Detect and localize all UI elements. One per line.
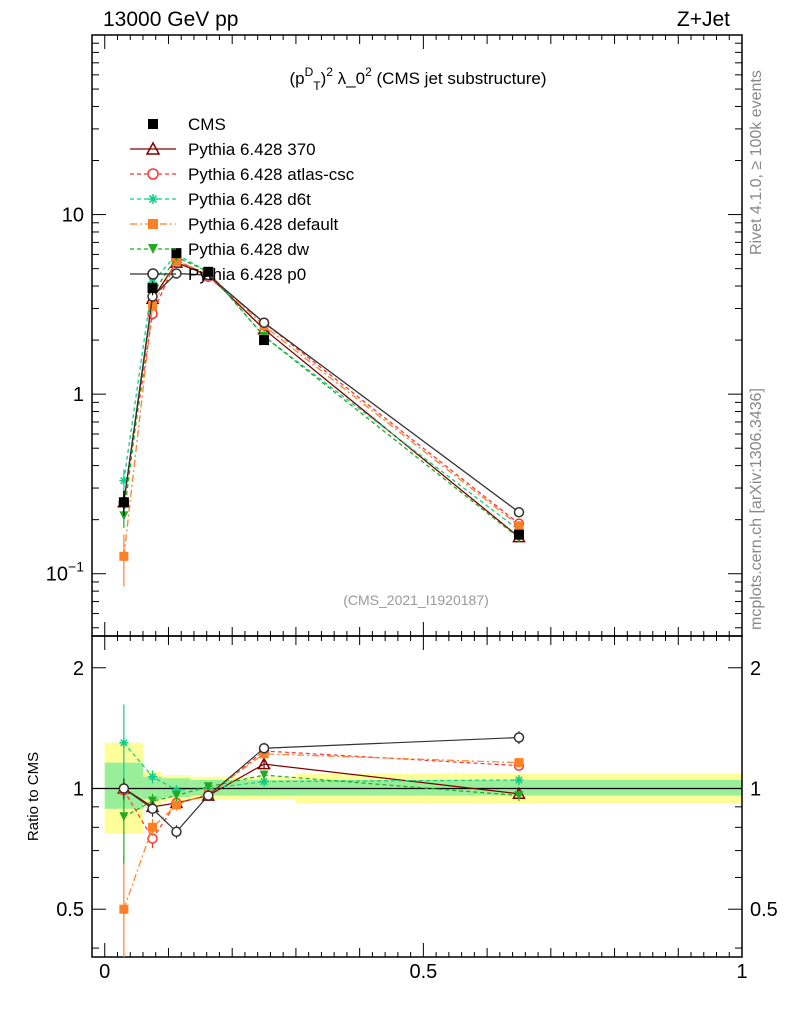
ratio-point xyxy=(513,732,525,743)
ratio-point xyxy=(147,803,158,815)
series-point xyxy=(203,266,214,277)
series-line-4 xyxy=(123,260,520,557)
ratio-series-line-3 xyxy=(123,742,519,791)
legend-label: Pythia 6.428 d6t xyxy=(188,190,311,209)
series-point xyxy=(513,529,524,540)
ratio-uncertainty-band-inner xyxy=(225,779,296,796)
series-point xyxy=(118,497,129,508)
ratio-series-line-5 xyxy=(123,774,520,818)
ratio-point xyxy=(514,791,524,801)
ratio-point xyxy=(148,772,158,782)
ratio-y-tick-label-right: 1 xyxy=(750,778,761,800)
series-point xyxy=(147,283,158,294)
series-line-6 xyxy=(123,272,520,513)
ratio-point xyxy=(203,782,213,792)
legend-marker xyxy=(147,268,159,280)
legend-marker xyxy=(147,168,159,180)
ratio-y-tick-label: 1 xyxy=(73,778,84,800)
series-point xyxy=(514,521,524,531)
legend-label: Pythia 6.428 p0 xyxy=(188,265,306,284)
x-tick-label: 1 xyxy=(736,961,747,983)
ratio-y-tick-label-right: 0.5 xyxy=(750,899,778,921)
plot-title: (pDT)2 λ_02 (CMS jet substructure) xyxy=(289,65,546,93)
series-point xyxy=(513,506,525,518)
ratio-point xyxy=(171,800,181,810)
legend-marker xyxy=(148,119,158,129)
ratio-point xyxy=(514,775,524,785)
series-point xyxy=(119,551,129,561)
legend-label: Pythia 6.428 default xyxy=(188,215,339,234)
legend-label: CMS xyxy=(188,115,226,134)
series-line-5 xyxy=(123,256,520,539)
legend-label: Pythia 6.428 atlas-csc xyxy=(188,165,355,184)
process-label: Z+Jet xyxy=(676,8,730,31)
ratio-point xyxy=(171,791,181,801)
legend-marker xyxy=(148,194,158,204)
series-point xyxy=(171,248,182,259)
ratio-point xyxy=(119,812,129,822)
series-point xyxy=(148,301,158,311)
analysis-id-label: (CMS_2021_I1920187) xyxy=(343,592,489,608)
ratio-point xyxy=(171,826,182,838)
x-tick-label: 0.5 xyxy=(409,961,437,983)
y-tick-label: 10−1 xyxy=(46,559,84,586)
legend-marker xyxy=(148,244,158,254)
ratio-series-line-4 xyxy=(123,753,519,910)
energy-label: 13000 GeV pp xyxy=(103,8,239,31)
ratio-y-axis-label: Ratio to CMS xyxy=(25,752,42,841)
ratio-point xyxy=(203,790,214,801)
ratio-point xyxy=(514,758,524,768)
series-line-1 xyxy=(123,261,520,538)
series-point xyxy=(258,317,270,328)
ratio-point xyxy=(148,822,158,832)
ratio-point xyxy=(257,757,271,770)
legend-marker xyxy=(148,219,158,229)
x-tick-label: 0 xyxy=(99,961,110,983)
ratio-y-tick-label-right: 2 xyxy=(750,658,761,680)
y-tick-label: 1 xyxy=(73,384,84,406)
series-line-2 xyxy=(123,258,520,525)
ratio-y-tick-label: 2 xyxy=(73,658,84,680)
series-point xyxy=(259,335,270,346)
ratio-series-line-6 xyxy=(123,736,519,833)
ratio-y-tick-label: 0.5 xyxy=(56,899,84,921)
y-tick-label: 10 xyxy=(62,205,84,227)
ratio-point xyxy=(259,770,269,780)
ratio-point xyxy=(119,738,129,748)
legend-label: Pythia 6.428 dw xyxy=(188,240,310,259)
series-line-3 xyxy=(123,253,520,531)
ratio-point xyxy=(258,742,270,754)
legend-marker xyxy=(145,141,161,155)
legend-label: Pythia 6.428 370 xyxy=(188,140,316,159)
ratio-point xyxy=(119,904,129,914)
ratio-plot-frame xyxy=(91,635,743,958)
